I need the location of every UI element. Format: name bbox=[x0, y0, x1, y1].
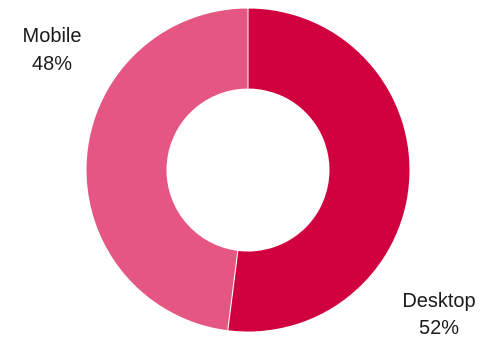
label-desktop-value: 52% bbox=[419, 317, 459, 339]
label-mobile: Mobile 48% bbox=[23, 25, 82, 75]
label-desktop-name: Desktop bbox=[402, 290, 475, 312]
label-desktop: Desktop 52% bbox=[402, 290, 475, 339]
label-mobile-name: Mobile bbox=[23, 25, 82, 47]
chart-slices bbox=[85, 7, 411, 333]
label-mobile-value: 48% bbox=[32, 53, 72, 75]
slice-mobile bbox=[85, 7, 249, 332]
slice-desktop bbox=[227, 7, 411, 333]
